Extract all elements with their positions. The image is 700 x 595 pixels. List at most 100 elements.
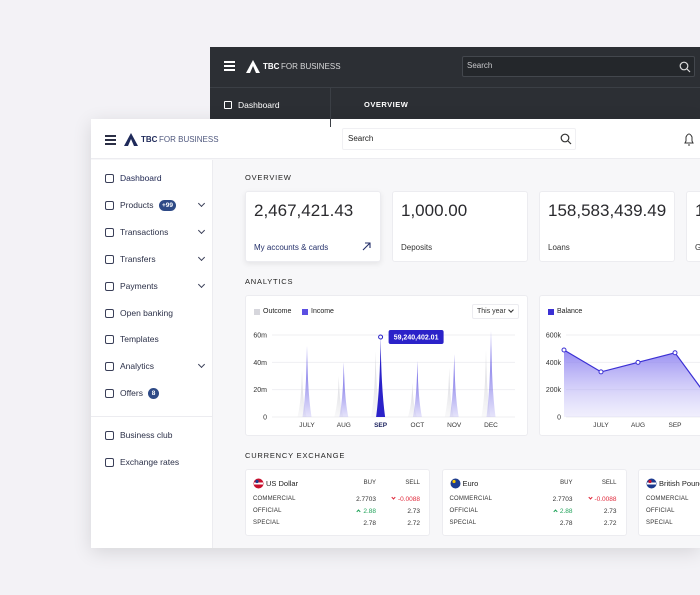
divider [91,416,212,417]
rate-value: 2.73 [603,508,617,516]
nav-item[interactable]: Dashboard [120,173,162,183]
x-tick-label: AUG [337,422,351,429]
section-title: OVERVIEW [245,173,292,182]
nav-icon [224,101,232,109]
nav-item[interactable]: Offers [120,388,143,399]
x-tick-label: JULY [299,422,315,429]
spike [412,360,422,417]
rate-label: COMMERCIAL [646,496,689,502]
account-card[interactable] [539,191,675,262]
search-icon [679,61,691,73]
period-label[interactable]: This year [477,308,506,315]
legend-swatch [254,309,260,315]
flag-band [450,482,460,485]
nav-item[interactable]: Analytics [120,361,155,372]
rate-value: 2.88 [363,508,376,516]
logo-brand: TBC [263,62,280,71]
menu-icon-line [224,69,235,71]
rate-label: OFFICIAL [253,508,282,515]
search-placeholder: Search [467,61,493,70]
arrow-shape [362,242,371,251]
search-placeholder: Search [348,134,374,143]
point [635,359,641,365]
nav-icon [105,362,114,372]
logo-triangle-cut [128,139,134,146]
card-label: G [695,243,700,252]
nav-item[interactable]: Templates [120,334,159,345]
y-tick-label: 40m [253,360,267,367]
y-tick-label: 0 [263,415,267,422]
highlight-dot [378,334,384,340]
nav-icon [105,431,114,440]
period-select[interactable] [472,304,519,319]
rate-value: 2.7703 [552,496,573,503]
flag-mark [255,479,259,484]
currency-name: British Pound [659,479,700,488]
card-amount: 158,583,439.49 [548,201,667,220]
nav-item[interactable]: Transactions [120,226,169,237]
flag-mark [451,479,456,484]
card-label: Loans [548,243,570,252]
y-tick-label: 20m [253,387,267,394]
menu-icon-line [105,143,116,145]
flag [646,478,657,489]
legend-swatch [548,309,554,315]
front-window: TBC FOR BUSINESS Search Dashboard Products +9… [91,119,700,548]
rate-value: 2.78 [363,520,376,528]
x-tick-label: SEP [374,422,388,429]
nav-icon [105,458,114,467]
spike [371,351,381,417]
nav-item[interactable]: Business club [120,430,173,440]
menu-icon-line [224,61,235,63]
rate-value: 2.72 [407,520,420,528]
column-header: SELL [601,480,617,486]
search-box[interactable] [342,128,576,150]
rate-value: 2.72 [603,520,617,528]
x-tick-label: SEP [668,422,681,429]
nav-item[interactable]: Open banking [120,307,173,318]
nav-item[interactable]: Products [120,199,154,210]
rate-label: COMMERCIAL [449,496,493,502]
flag-band [647,482,656,485]
nav-item[interactable]: Exchange rates [120,457,180,467]
section-title: ANALYTICS [245,277,294,286]
flag-mark [648,479,652,484]
rate-label: OFFICIAL [646,508,675,515]
nav-item[interactable]: Transfers [120,253,156,264]
currency-name: US Dollar [266,479,299,488]
search-box[interactable] [462,56,695,77]
logo-suffix: FOR BUSINESS [281,62,341,71]
y-tick-label: 60m [253,333,267,340]
card-label: Deposits [401,243,433,252]
card-label[interactable]: My accounts & cards [254,243,329,252]
spike [302,345,312,417]
tooltip-box [388,330,444,345]
nav-icon [105,281,114,291]
nav-item[interactable]: Payments [120,280,158,291]
card-amount: 1,000.00 [401,201,468,220]
point [561,347,567,353]
nav-badge: +99 [159,199,177,211]
divider [330,87,331,127]
bell-icon [684,133,694,146]
account-card[interactable] [686,191,700,262]
card-amount: 2,467,421.43 [254,201,354,220]
section-title: CURRENCY EXCHANGE [245,451,346,460]
rate-label: OFFICIAL [449,508,479,515]
point [598,369,604,375]
spike [449,354,459,417]
account-card[interactable] [245,191,381,262]
x-tick-label: AUG [631,422,645,429]
x-tick-label: NOV [447,422,462,429]
menu-icon-line [105,135,116,137]
area [564,350,700,417]
income-chart: 0 20m 40m 60m JULY AUG SEP 59,240,402.01 OCT NOV D… [253,330,515,429]
column-header: SELL [405,480,420,486]
account-card[interactable] [392,191,528,262]
search-icon-handle [567,140,572,145]
y-tick-label: 600k [546,333,562,340]
menu-icon-line [224,65,235,67]
nav-item[interactable]: Dashboard [238,100,280,110]
rate-value: 2.78 [559,520,573,528]
